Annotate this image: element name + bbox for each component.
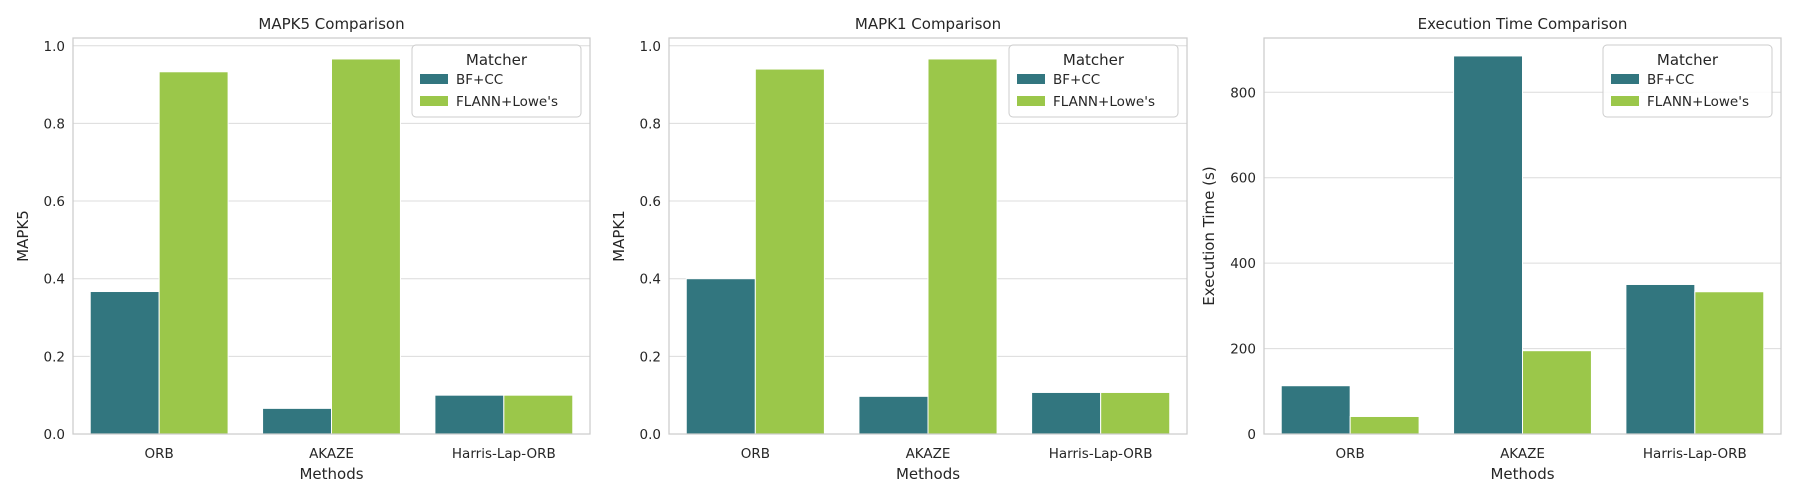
plot-frame	[1263, 37, 1782, 435]
y-tick-label: 1.0	[640, 39, 661, 55]
y-axis-label: Execution Time (s)	[1200, 166, 1218, 305]
chart-title: MAPK5 Comparison	[258, 15, 404, 33]
y-tick-label: 0.0	[640, 427, 661, 443]
bar-flann-lowe-s-orb	[158, 71, 229, 435]
legend-label: BF+CC	[1647, 72, 1694, 88]
legend-title: Matcher	[466, 51, 528, 69]
legend-swatch	[1611, 96, 1639, 106]
x-axis-label: Methods	[1490, 465, 1554, 483]
chart-title: MAPK1 Comparison	[855, 15, 1001, 33]
legend-swatch	[420, 74, 448, 84]
bar-flann-lowe-s-orb	[1349, 415, 1420, 435]
legend: Matcher BF+CC FLANN+Lowe's	[1008, 44, 1179, 118]
y-tick-label: 0.4	[44, 272, 65, 288]
y-axis-label: MAPK5	[14, 210, 32, 262]
x-tick-label: ORB	[1336, 446, 1365, 462]
bar-flann-lowe-s-akaze	[331, 58, 401, 435]
y-tick-label: 600	[1230, 171, 1256, 187]
legend-box	[1008, 44, 1179, 118]
x-tick-label: AKAZE	[906, 446, 951, 462]
x-tick-label: Harris-Lap-ORB	[1049, 446, 1153, 462]
legend-swatch	[1611, 74, 1639, 84]
y-tick-label: 0.2	[640, 349, 661, 365]
bar-bf-cc-orb	[1280, 385, 1351, 435]
bar-flann-lowe-s-orb	[754, 68, 825, 435]
chart-panel-1: 0.0 0.2 0.4 0.6 0.8 1.0 ORB AKAZE Harris-Lap-ORB…	[14, 15, 591, 483]
y-tick-label: 0.8	[640, 116, 661, 132]
legend-label: BF+CC	[1053, 72, 1100, 88]
legend-box	[411, 44, 582, 118]
legend-swatch	[1017, 96, 1045, 106]
legend-label: FLANN+Lowe's	[1053, 94, 1155, 110]
y-tick-label: 0.0	[44, 427, 65, 443]
bar-flann-lowe-s-akaze	[1522, 350, 1592, 435]
legend-swatch	[420, 96, 448, 106]
bar-bf-cc-harris-lap-orb	[434, 394, 505, 435]
x-tick-label: ORB	[741, 446, 770, 462]
x-tick-label: AKAZE	[1500, 446, 1545, 462]
chart-panel-3: 0 200 400 600 800 ORB AKAZE Harris-Lap-ORB Execu…	[1200, 15, 1782, 483]
y-tick-label: 0.2	[44, 349, 65, 365]
y-tick-label: 0.6	[44, 194, 65, 210]
y-tick-label: 0.8	[44, 116, 65, 132]
y-tick-label: 0.4	[640, 272, 661, 288]
bar-bf-cc-harris-lap-orb	[1625, 283, 1696, 435]
y-tick-label: 0	[1247, 427, 1256, 443]
legend-label: FLANN+Lowe's	[456, 94, 558, 110]
plot-frame	[668, 37, 1188, 435]
bar-flann-lowe-s-harris-lap-orb	[1694, 291, 1765, 435]
x-tick-label: AKAZE	[309, 446, 354, 462]
bar-bf-cc-orb	[89, 291, 160, 435]
chart-title: Execution Time Comparison	[1418, 15, 1628, 33]
legend-swatch	[1017, 74, 1045, 84]
x-tick-label: Harris-Lap-ORB	[1643, 446, 1747, 462]
bar-bf-cc-akaze	[262, 407, 333, 435]
x-axis-label: Methods	[896, 465, 960, 483]
chart-panel-2: 0.0 0.2 0.4 0.6 0.8 1.0 ORB AKAZE Harris-Lap-ORB…	[610, 15, 1188, 483]
legend-box	[1602, 44, 1773, 118]
legend: Matcher BF+CC FLANN+Lowe's	[1602, 44, 1773, 118]
bar-flann-lowe-s-harris-lap-orb	[503, 394, 574, 435]
x-tick-label: ORB	[145, 446, 174, 462]
legend-title: Matcher	[1657, 51, 1719, 69]
x-tick-label: Harris-Lap-ORB	[452, 446, 556, 462]
y-tick-label: 400	[1230, 256, 1256, 272]
y-tick-label: 0.6	[640, 194, 661, 210]
legend-label: BF+CC	[456, 72, 503, 88]
y-axis-label: MAPK1	[610, 210, 628, 262]
bar-flann-lowe-s-akaze	[927, 58, 998, 435]
y-tick-label: 800	[1230, 85, 1256, 101]
bar-bf-cc-akaze	[1453, 55, 1523, 435]
y-tick-label: 200	[1230, 342, 1256, 358]
legend: Matcher BF+CC FLANN+Lowe's	[411, 44, 582, 118]
x-axis-label: Methods	[299, 465, 363, 483]
bar-bf-cc-orb	[685, 278, 756, 435]
bar-bf-cc-harris-lap-orb	[1031, 391, 1102, 435]
y-tick-label: 1.0	[44, 39, 65, 55]
legend-title: Matcher	[1063, 51, 1125, 69]
plot-frame	[72, 37, 591, 435]
legend-label: FLANN+Lowe's	[1647, 94, 1749, 110]
bar-bf-cc-akaze	[858, 395, 929, 435]
bar-flann-lowe-s-harris-lap-orb	[1100, 391, 1171, 435]
